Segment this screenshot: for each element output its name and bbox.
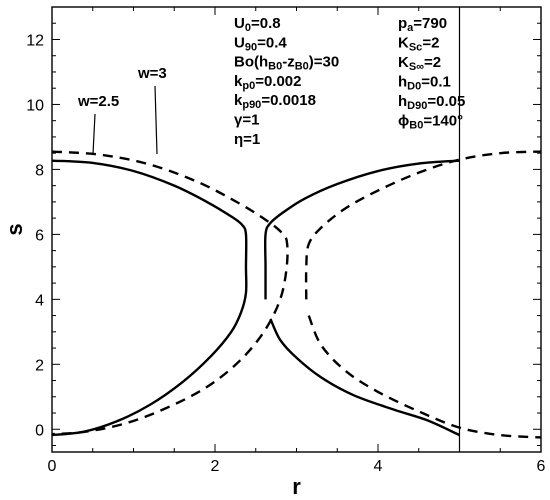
series-curve-segment — [307, 315, 542, 439]
series-curve-segment — [269, 318, 461, 437]
parameter-text: γ=1 — [234, 112, 259, 129]
parameter-text: hD0=0.1 — [398, 74, 451, 93]
curve-label-leader — [92, 113, 96, 155]
parameter-text: kp0=0.002 — [234, 73, 301, 92]
plot-curves — [51, 150, 542, 439]
parameter-segment: p — [398, 15, 407, 32]
parameter-text: hD90=0.05 — [398, 93, 465, 112]
parameter-subscript: 90 — [245, 41, 257, 53]
series-curve-segment — [263, 159, 460, 300]
parameter-segment: =0.05 — [427, 93, 465, 110]
parameter-segment: K — [398, 54, 409, 71]
y-tick-label: 6 — [35, 227, 44, 244]
parameter-segment: =0.002 — [255, 73, 301, 90]
parameter-segment: =790 — [413, 15, 447, 32]
parameter-subscript: p0 — [242, 80, 255, 92]
parameter-segment: =0.8 — [251, 15, 281, 32]
parameter-subscript: 0 — [245, 22, 251, 34]
y-tick-label: 0 — [35, 422, 44, 439]
y-tick-label: 12 — [26, 32, 44, 49]
parameter-segment: =2 — [422, 35, 439, 52]
plot-annotations: U0=0.8U90=0.4Bo(hB0-zB0)=30kp0=0.002kp90… — [77, 15, 465, 155]
parameter-segment: =0.4 — [257, 34, 287, 51]
parameter-text: η=1 — [234, 131, 260, 148]
x-tick-label: 0 — [48, 458, 57, 475]
parameter-subscript: p90 — [242, 99, 261, 111]
parameter-text: pa=790 — [398, 15, 447, 34]
y-axis-label: s — [2, 223, 27, 235]
parameter-segment: ϕ — [398, 113, 409, 130]
parameters-left: U0=0.8U90=0.4Bo(hB0-zB0)=30kp0=0.002kp90… — [234, 15, 339, 148]
curve-label: w=2.5 — [77, 93, 119, 110]
parameter-segment: =0.1 — [421, 74, 451, 91]
parameter-segment: =2 — [424, 54, 441, 71]
parameter-segment: h — [398, 74, 407, 91]
parameter-text: ϕB0=140° — [398, 113, 463, 132]
parameter-segment: -z — [282, 54, 295, 71]
parameter-subscript: D0 — [407, 81, 421, 93]
parameter-subscript: Sc — [409, 42, 422, 54]
parameter-segment: =140° — [423, 113, 463, 130]
parameter-text: Bo(hB0-zB0)=30 — [234, 54, 339, 73]
parameter-text: KSc=2 — [398, 35, 439, 54]
y-tick-label: 4 — [35, 292, 44, 309]
parameter-segment: =0.0018 — [261, 92, 316, 109]
parameter-text: U0=0.8 — [234, 15, 281, 34]
parameter-segment: U — [234, 34, 245, 51]
parameter-segment: η — [234, 131, 243, 148]
y-tick-label: 2 — [35, 357, 44, 374]
x-tick-label: 2 — [211, 458, 220, 475]
parameter-segment: Bo(h — [234, 54, 268, 71]
parameter-text: kp90=0.0018 — [234, 92, 316, 111]
series-curve-segment — [304, 150, 542, 300]
plot-axes: 0 2 4 6 0 2 4 6 8 10 12 r s — [2, 6, 546, 499]
series-w-2-5 — [51, 159, 461, 437]
x-axis-label: r — [292, 474, 301, 499]
parameter-segment: K — [398, 35, 409, 52]
parameter-subscript: B0 — [295, 61, 309, 73]
curve-label-leader — [154, 85, 158, 155]
parameter-segment: U — [234, 15, 245, 32]
curve-label: w=3 — [137, 65, 167, 82]
parameter-subscript: D90 — [407, 100, 427, 112]
parameter-subscript: B0 — [268, 61, 282, 73]
parameter-segment: h — [398, 93, 407, 110]
parameter-text: U90=0.4 — [234, 34, 287, 53]
parameter-segment: =1 — [242, 112, 259, 129]
x-tick-label: 4 — [374, 458, 383, 475]
y-tick-label: 10 — [26, 97, 44, 114]
parameter-segment: k — [234, 73, 243, 90]
series-curve-segment — [51, 150, 289, 436]
parameter-text: KS∞=2 — [398, 54, 441, 73]
parameter-subscript: S∞ — [409, 61, 424, 73]
parameter-segment: =1 — [243, 131, 260, 148]
series-curve-segment — [51, 159, 248, 437]
parameter-segment: )=30 — [309, 54, 339, 71]
y-tick-label: 8 — [35, 162, 44, 179]
parameter-subscript: B0 — [409, 120, 423, 132]
series-w-3 — [51, 150, 542, 439]
x-tick-label: 6 — [537, 458, 546, 475]
parameter-segment: γ — [234, 112, 243, 129]
parameter-segment: k — [234, 92, 243, 109]
parameter-subscript: a — [407, 22, 414, 34]
